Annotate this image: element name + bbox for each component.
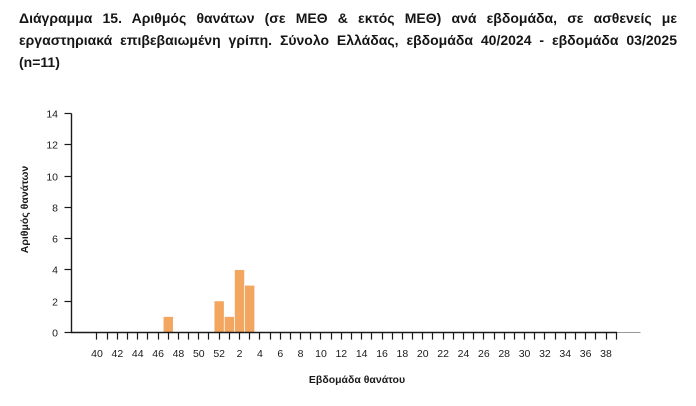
svg-text:Αριθμός θανάτων: Αριθμός θανάτων	[19, 166, 31, 254]
svg-text:44: 44	[132, 348, 144, 360]
svg-text:30: 30	[519, 348, 531, 360]
svg-text:10: 10	[315, 348, 327, 360]
svg-text:6: 6	[277, 348, 283, 360]
svg-text:20: 20	[417, 348, 429, 360]
svg-text:38: 38	[600, 348, 612, 360]
svg-text:0: 0	[52, 327, 58, 339]
svg-text:32: 32	[539, 348, 551, 360]
svg-text:46: 46	[152, 348, 164, 360]
svg-text:14: 14	[46, 108, 58, 120]
svg-text:10: 10	[46, 171, 58, 183]
svg-text:36: 36	[580, 348, 592, 360]
svg-text:34: 34	[559, 348, 571, 360]
svg-text:4: 4	[52, 264, 58, 276]
svg-text:18: 18	[397, 348, 409, 360]
svg-text:2: 2	[237, 348, 243, 360]
svg-text:52: 52	[213, 348, 225, 360]
svg-text:6: 6	[52, 233, 58, 245]
svg-text:22: 22	[437, 348, 449, 360]
svg-text:4: 4	[257, 348, 263, 360]
svg-text:42: 42	[112, 348, 124, 360]
svg-text:26: 26	[478, 348, 490, 360]
svg-text:12: 12	[335, 348, 347, 360]
svg-text:28: 28	[498, 348, 510, 360]
svg-text:8: 8	[52, 202, 58, 214]
svg-text:2: 2	[52, 296, 58, 308]
svg-text:8: 8	[298, 348, 304, 360]
svg-text:24: 24	[458, 348, 470, 360]
svg-text:14: 14	[356, 348, 368, 360]
svg-text:Εβδομάδα θανάτου: Εβδομάδα θανάτου	[309, 374, 405, 386]
svg-text:40: 40	[91, 348, 103, 360]
svg-text:50: 50	[193, 348, 205, 360]
svg-text:16: 16	[376, 348, 388, 360]
svg-text:48: 48	[173, 348, 185, 360]
svg-text:12: 12	[46, 139, 58, 151]
